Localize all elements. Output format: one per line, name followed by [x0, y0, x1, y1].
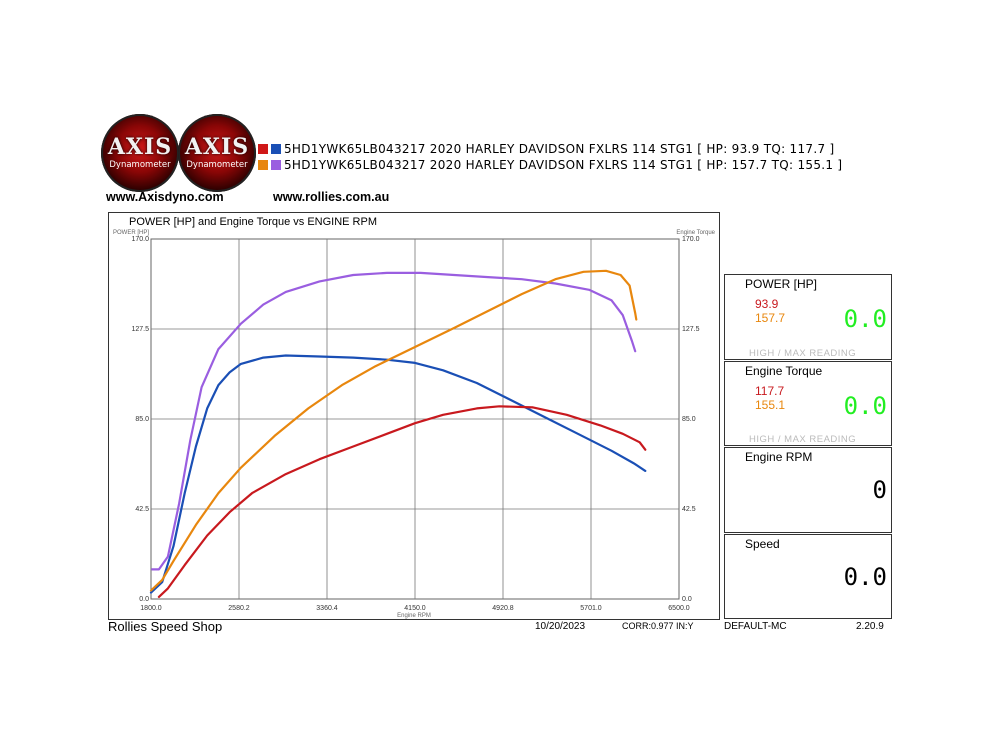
chart-title: POWER [HP] and Engine Torque vs ENGINE R…: [129, 216, 377, 228]
power-current-readout: 0.0: [843, 305, 887, 333]
legend-run-2: 5HD1YWK65LB043217 2020 HARLEY DAVIDSON F…: [258, 157, 842, 173]
axis-logo-right: AXIS Dynamometer: [178, 114, 256, 192]
torque-panel-title: Engine Torque: [745, 364, 823, 378]
x-tick-label: 3360.4: [316, 605, 338, 612]
y-tick-label-left: 170.0: [131, 236, 149, 243]
shop-name: Rollies Speed Shop: [108, 619, 223, 634]
y-tick-label-right: 170.0: [682, 236, 700, 243]
speed-panel-title: Speed: [745, 537, 780, 551]
y-tick-label-left: 127.5: [131, 326, 149, 333]
logo-brand-text: AXIS: [107, 134, 173, 160]
legend-swatch-power-run-2: [271, 160, 281, 170]
logo-subtitle-text: Dynamometer: [109, 160, 171, 170]
series-line-3: [151, 271, 637, 571]
speed-current-readout: 0.0: [843, 563, 887, 591]
rpm-current-readout: 0: [872, 476, 887, 504]
power-panel-title: POWER [HP]: [745, 277, 818, 291]
y-tick-label-right: 127.5: [682, 326, 700, 333]
correction-factor: CORR:0.977 IN:Y: [622, 621, 694, 631]
series-line-4: [149, 269, 638, 592]
y-tick-label-right: 85.0: [682, 416, 696, 423]
series-line-2: [157, 405, 647, 598]
x-tick-label: 1800.0: [140, 605, 162, 612]
profile-name: DEFAULT-MC: [724, 621, 787, 632]
torque-max-label: HIGH / MAX READING: [749, 434, 857, 445]
run-date: 10/20/2023: [535, 621, 586, 632]
software-version: 2.20.9: [856, 621, 884, 632]
y-axis-left-label: POWER [HP]: [113, 230, 149, 236]
x-tick-label: 6500.0: [668, 605, 690, 612]
torque-current-readout: 0.0: [843, 392, 887, 420]
axis-logo-left: AXIS Dynamometer: [101, 114, 179, 192]
power-max-label: HIGH / MAX READING: [749, 348, 857, 359]
x-tick-label: 5701.0: [580, 605, 602, 612]
logo-brand-text: AXIS: [184, 134, 250, 160]
legend-swatch-torque-run-2: [258, 160, 268, 170]
y-tick-label-right: 42.5: [682, 506, 696, 513]
rollies-url[interactable]: www.rollies.com.au: [273, 190, 390, 204]
torque-run2-value: 155.1: [755, 398, 786, 412]
y-tick-label-left: 42.5: [135, 506, 149, 513]
legend-run-1: 5HD1YWK65LB043217 2020 HARLEY DAVIDSON F…: [258, 141, 834, 157]
rpm-panel-title: Engine RPM: [745, 450, 813, 464]
torque-run1-value: 117.7: [755, 384, 785, 398]
rpm-panel: Engine RPM 0: [724, 447, 892, 533]
power-run2-value: 157.7: [755, 311, 786, 325]
axis-url[interactable]: www.Axisdyno.com: [106, 190, 224, 204]
power-panel: POWER [HP] 93.9 157.7 0.0 HIGH / MAX REA…: [724, 274, 892, 360]
dyno-chart: POWER [HP] and Engine Torque vs ENGINE R…: [113, 216, 716, 619]
torque-panel: Engine Torque 117.7 155.1 0.0 HIGH / MAX…: [724, 361, 892, 446]
legend-text-run-1: 5HD1YWK65LB043217 2020 HARLEY DAVIDSON F…: [284, 142, 835, 156]
x-tick-label: 2580.2: [228, 605, 250, 612]
power-run1-value: 93.9: [755, 297, 779, 311]
legend-text-run-2: 5HD1YWK65LB043217 2020 HARLEY DAVIDSON F…: [284, 158, 843, 172]
y-tick-label-left: 85.0: [135, 416, 149, 423]
y-axis-right-label: Engine Torque: [676, 230, 715, 236]
x-tick-label: 4920.8: [492, 605, 514, 612]
x-axis-label: Engine RPM: [397, 613, 431, 619]
chart-frame: POWER [HP] and Engine Torque vs ENGINE R…: [108, 212, 720, 620]
logo-subtitle-text: Dynamometer: [186, 160, 248, 170]
series-line-1: [149, 354, 647, 594]
y-tick-label-right: 0.0: [682, 596, 692, 603]
legend-swatch-power-run-1: [271, 144, 281, 154]
speed-panel: Speed 0.0: [724, 534, 892, 619]
x-tick-label: 4150.0: [404, 605, 426, 612]
legend-swatch-torque-run-1: [258, 144, 268, 154]
y-tick-label-left: 0.0: [139, 596, 149, 603]
